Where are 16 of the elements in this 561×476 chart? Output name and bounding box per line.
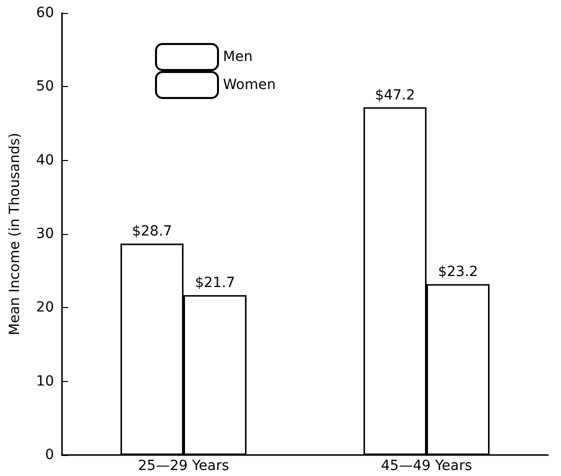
data-label: $21.7 <box>194 275 236 292</box>
x-tick-label: 25—29 Years <box>138 458 230 474</box>
y-tick-label: 30 <box>36 226 54 242</box>
data-label: $47.2 <box>374 87 416 104</box>
y-tick-label: 10 <box>36 373 54 390</box>
legend-label: Men <box>223 49 253 65</box>
legend-label: Women <box>223 77 276 93</box>
y-tick-label: 0 <box>45 447 54 463</box>
y-tick-label: 40 <box>36 152 54 168</box>
data-label: $28.7 <box>132 224 172 240</box>
data-label: $23.2 <box>438 264 478 280</box>
y-tick-label: 60 <box>36 5 54 21</box>
y-axis-title: Mean Income (in Thousands) <box>7 132 23 336</box>
y-tick-label: 20 <box>36 300 54 316</box>
x-tick-label: 45—49 Years <box>380 458 472 474</box>
y-tick-label: 50 <box>36 78 54 95</box>
